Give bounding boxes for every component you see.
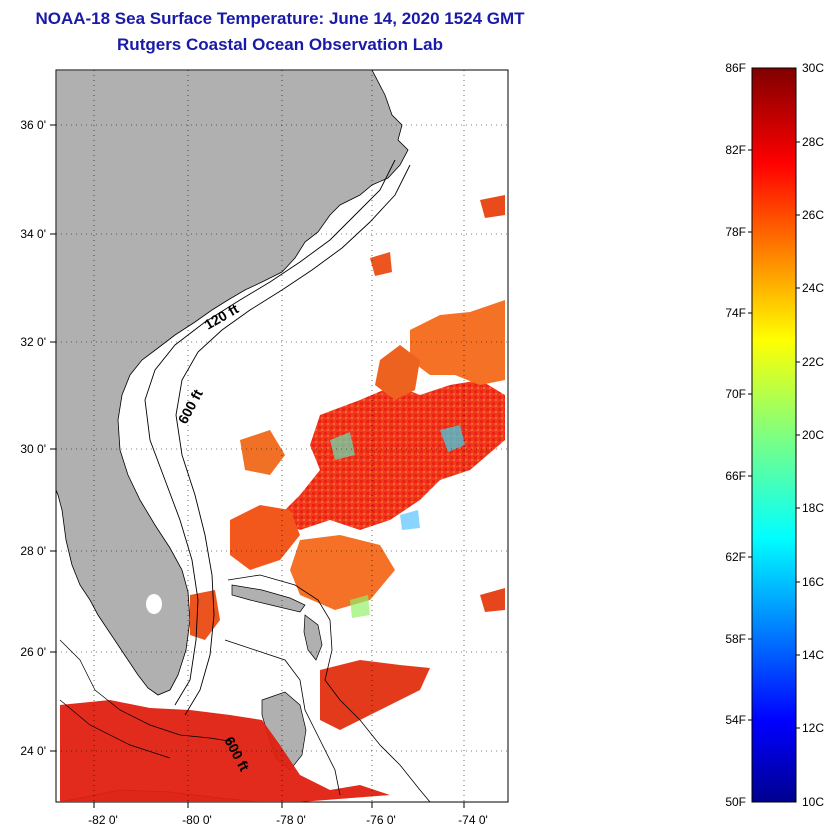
map-gridlines [56,70,508,802]
colorbar-c-label: 26C [802,208,824,222]
colorbar-c-label: 10C [802,795,824,809]
colorbar-f-label: 74F [725,306,746,320]
colorbar-c-label: 22C [802,355,824,369]
contour-120ft [144,159,396,706]
lon-label: -74 0' [458,813,488,827]
colorbar-c-label: 30C [802,61,824,75]
colorbar-c-label: 12C [802,721,824,735]
colorbar-f-label: 86F [725,61,746,75]
lat-label: 36 0' [20,118,46,132]
colorbar-c-label: 14C [802,648,824,662]
lat-label: 24 0' [20,744,46,758]
colorbar-c-label: 16C [802,575,824,589]
lon-label: -82 0' [88,813,118,827]
axis-ticks [50,124,465,808]
colorbar-c-label: 28C [802,135,824,149]
lat-label: 30 0' [20,442,46,456]
colorbar [751,67,797,803]
colorbar-f-label: 50F [725,795,746,809]
sst-data-layer [60,195,505,802]
contour-600ft [175,164,411,716]
contour-fl-keys [59,639,236,759]
map-subtitle: Rutgers Coastal Ocean Observation Lab [117,35,443,54]
lon-label: -80 0' [182,813,212,827]
colorbar-c-label: 20C [802,428,824,442]
colorbar-f-label: 70F [725,387,746,401]
lat-label: 32 0' [20,335,46,349]
colorbar-f-label: 82F [725,143,746,157]
map-title: NOAA-18 Sea Surface Temperature: June 14… [35,9,525,28]
colorbar-f-label: 58F [725,632,746,646]
land-abaco [303,614,323,661]
contour-bahamas [224,574,431,802]
land-us-coast [56,70,409,696]
lon-label: -78 0' [276,813,306,827]
colorbar-f-label: 66F [725,469,746,483]
lat-label: 34 0' [20,227,46,241]
lat-label: 26 0' [20,645,46,659]
colorbar-f-label: 62F [725,550,746,564]
colorbar-c-label: 18C [802,501,824,515]
land-grand-bahama [231,584,306,613]
colorbar-f-label: 78F [725,225,746,239]
colorbar-ticks [748,141,800,729]
colorbar-f-label: 54F [725,713,746,727]
lake-okeechobee [146,594,162,614]
lon-label: -76 0' [366,813,396,827]
colorbar-c-label: 24C [802,281,824,295]
lat-label: 28 0' [20,544,46,558]
